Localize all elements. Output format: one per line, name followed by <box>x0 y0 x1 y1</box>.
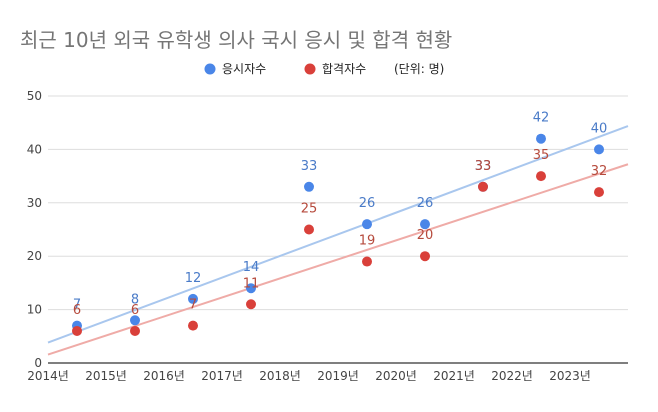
trendline-passers <box>47 163 629 356</box>
data-label-applicants: 33 <box>301 159 318 174</box>
data-label-passers: 35 <box>533 148 550 163</box>
data-point-passers <box>130 325 140 336</box>
data-label-applicants: 42 <box>533 111 550 126</box>
legend-marker-applicants <box>204 63 216 75</box>
data-label-applicants: 7 <box>73 298 81 313</box>
data-point-passers <box>536 171 546 182</box>
data-label-applicants: 14 <box>243 260 260 275</box>
y-tick-label: 20 <box>27 249 42 263</box>
data-label-passers: 7 <box>189 298 197 313</box>
grid-lines <box>48 95 628 364</box>
legend-marker-passers <box>304 63 316 75</box>
legend-unit-note: (단위: 명) <box>394 62 444 76</box>
data-label-passers: 25 <box>301 202 318 217</box>
data-label-passers: 19 <box>359 234 376 249</box>
data-point-applicants <box>304 181 314 192</box>
data-label-passers: 32 <box>591 164 608 179</box>
y-tick-label: 50 <box>27 89 42 103</box>
data-label-passers: 33 <box>475 159 492 174</box>
x-tick-label: 2022년 <box>491 369 533 383</box>
y-tick-label: 0 <box>34 356 42 370</box>
data-point-applicants <box>420 219 430 230</box>
data-point-passers <box>72 325 82 336</box>
data-point-applicants <box>246 283 256 294</box>
legend-label-passers: 합격자수 <box>322 62 366 76</box>
legend-label-applicants: 응시자수 <box>222 62 266 76</box>
x-tick-label: 2021년 <box>433 369 475 383</box>
data-point-passers <box>188 320 198 331</box>
data-point-applicants <box>188 293 198 304</box>
x-tick-label: 2018년 <box>259 369 301 383</box>
data-label-passers: 6 <box>131 303 139 318</box>
data-point-passers <box>594 187 604 198</box>
x-tick-label: 2015년 <box>85 369 127 383</box>
data-point-passers <box>304 224 314 235</box>
data-point-passers <box>478 181 488 192</box>
y-tick-label: 30 <box>27 196 42 210</box>
x-tick-label: 2014년 <box>27 369 69 383</box>
data-point-passers <box>362 256 372 267</box>
data-label-applicants: 40 <box>591 121 608 136</box>
data-points <box>72 133 604 336</box>
data-label-passers: 20 <box>417 228 434 243</box>
data-label-passers: 6 <box>73 303 81 318</box>
data-point-passers <box>420 251 430 262</box>
x-axis-ticks: 2014년 2015년 2016년 2017년 2018년 2019년 2020년 2021년… <box>27 369 591 383</box>
chart-title: 최근 10년 외국 유학생 의사 국시 응시 및 합격 현황 <box>20 28 453 52</box>
data-label-passers: 11 <box>243 276 260 291</box>
y-tick-label: 10 <box>27 303 42 317</box>
trendline-applicants <box>47 125 629 344</box>
y-axis-ticks: 0 10 20 30 40 50 <box>27 89 42 370</box>
x-tick-label: 2019년 <box>317 369 359 383</box>
data-point-applicants <box>130 315 140 326</box>
data-label-applicants: 8 <box>131 292 139 307</box>
data-label-applicants: 26 <box>359 196 376 211</box>
data-label-applicants: 12 <box>185 271 202 286</box>
data-label-applicants: 26 <box>417 196 434 211</box>
x-tick-label: 2016년 <box>143 369 185 383</box>
x-tick-label: 2020년 <box>375 369 417 383</box>
legend: 응시자수 합격자수 (단위: 명) <box>204 62 444 76</box>
data-point-passers <box>246 299 256 310</box>
trendlines <box>47 125 629 356</box>
x-tick-label: 2023년 <box>549 369 591 383</box>
data-point-applicants <box>536 133 546 144</box>
data-point-applicants <box>594 144 604 155</box>
y-tick-label: 40 <box>27 142 42 156</box>
data-point-applicants <box>362 219 372 230</box>
data-label-applicants: 33 <box>475 159 492 174</box>
x-tick-label: 2017년 <box>201 369 243 383</box>
